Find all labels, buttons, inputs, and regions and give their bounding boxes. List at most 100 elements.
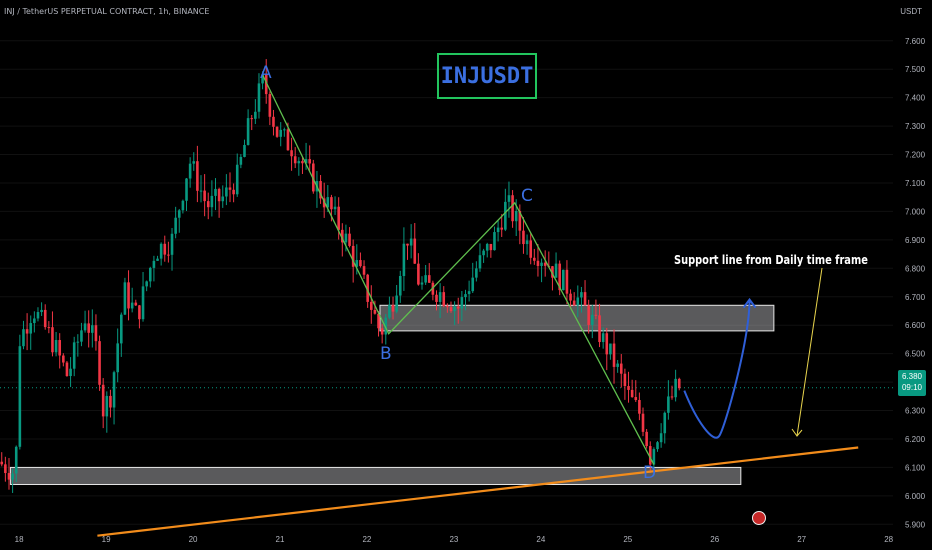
candle-body <box>87 323 90 333</box>
candle-body <box>181 200 185 211</box>
candle-body <box>456 306 460 309</box>
wave-label-a: A <box>260 63 272 83</box>
candle-body <box>170 233 174 255</box>
candle-body <box>330 197 333 210</box>
candle-body <box>159 243 163 259</box>
candle-body <box>496 227 500 233</box>
candle-body <box>641 413 645 432</box>
candle-body <box>594 314 598 316</box>
candle-body <box>485 243 489 251</box>
candle-body <box>395 295 398 312</box>
candle-body <box>0 461 4 465</box>
candle-body <box>464 294 467 298</box>
candle-body <box>355 260 359 267</box>
candle-body <box>380 328 384 335</box>
candle-body <box>590 314 594 325</box>
candle-body <box>145 281 148 287</box>
support-zone <box>9 466 742 485</box>
candle-body <box>656 442 659 450</box>
candle-body <box>188 163 192 179</box>
candle-body <box>413 238 417 264</box>
candle-body <box>167 254 170 256</box>
candle-body <box>326 197 330 208</box>
candle-body <box>304 159 308 164</box>
candle-body <box>138 305 141 320</box>
candle-body <box>677 378 681 389</box>
candle-body <box>475 268 478 278</box>
candle-body <box>623 373 627 387</box>
candles <box>0 59 681 493</box>
candle-body <box>156 258 159 261</box>
note-arrow-line <box>796 267 823 437</box>
y-tick-label: 6.500 <box>905 350 926 359</box>
wave-label-b: B <box>380 344 392 364</box>
candle-body <box>388 304 391 318</box>
candle-body <box>525 240 529 245</box>
x-tick-label: 18 <box>15 535 24 544</box>
candle-body <box>283 129 286 131</box>
y-tick-label: 7.000 <box>905 207 926 216</box>
y-tick-label: 6.300 <box>905 407 926 416</box>
y-tick-label: 5.900 <box>905 520 926 529</box>
symbol-title: INJ / TetherUS PERPETUAL CONTRACT, 1h, B… <box>4 7 210 16</box>
candle-body <box>482 250 485 256</box>
candle-body <box>239 156 243 165</box>
x-tick-label: 26 <box>710 535 719 544</box>
candle-body <box>438 292 442 302</box>
currency-label: USDT <box>900 7 922 16</box>
candle-body <box>257 83 261 112</box>
y-tick-label: 6.100 <box>905 463 926 472</box>
y-tick-label: 7.500 <box>905 65 926 74</box>
candle-body <box>670 396 674 398</box>
zones <box>9 304 775 485</box>
candle-body <box>250 118 254 120</box>
candle-body <box>80 330 83 342</box>
candle-body <box>43 309 47 328</box>
candle-body <box>605 333 609 355</box>
abcd-pattern-line <box>262 74 655 465</box>
candle-body <box>576 297 580 306</box>
candle-body <box>91 325 94 333</box>
x-tick-label: 22 <box>362 535 371 544</box>
candle-body <box>558 263 561 291</box>
candle-body <box>58 340 62 356</box>
candle-body <box>467 291 471 295</box>
candle-body <box>587 305 590 325</box>
candle-body <box>272 116 275 127</box>
candle-body <box>214 188 217 196</box>
candle-body <box>580 292 583 298</box>
candle-body <box>449 307 453 312</box>
candle-body <box>500 227 504 230</box>
candle-body <box>504 201 507 230</box>
candle-body <box>319 181 322 199</box>
candle-body <box>551 266 554 278</box>
resistance-zone <box>379 304 775 332</box>
candle-body <box>123 282 127 315</box>
candle-body <box>235 164 239 195</box>
candle-body <box>83 323 87 331</box>
candle-body <box>359 260 362 267</box>
candle-body <box>659 433 663 443</box>
candle-body <box>471 277 475 292</box>
candle-body <box>518 210 522 231</box>
candle-body <box>627 386 630 390</box>
candle-body <box>377 313 380 329</box>
last-price: 6.380 <box>901 372 923 381</box>
candle-body <box>254 111 257 119</box>
candle-body <box>72 342 76 369</box>
candle-body <box>203 190 206 202</box>
candle-body <box>62 355 65 363</box>
candle-body <box>4 464 7 474</box>
candle-body <box>435 294 438 302</box>
candle-body <box>40 309 43 313</box>
candle-body <box>427 275 431 283</box>
candle-body <box>565 269 569 294</box>
candle-body <box>366 274 369 302</box>
y-tick-label: 7.100 <box>905 179 926 188</box>
candle-body <box>301 161 304 164</box>
candle-body <box>152 260 156 268</box>
candle-body <box>667 396 670 413</box>
candle-body <box>507 195 511 202</box>
wave-label-d: D <box>643 463 657 483</box>
x-tick-label: 25 <box>623 535 632 544</box>
